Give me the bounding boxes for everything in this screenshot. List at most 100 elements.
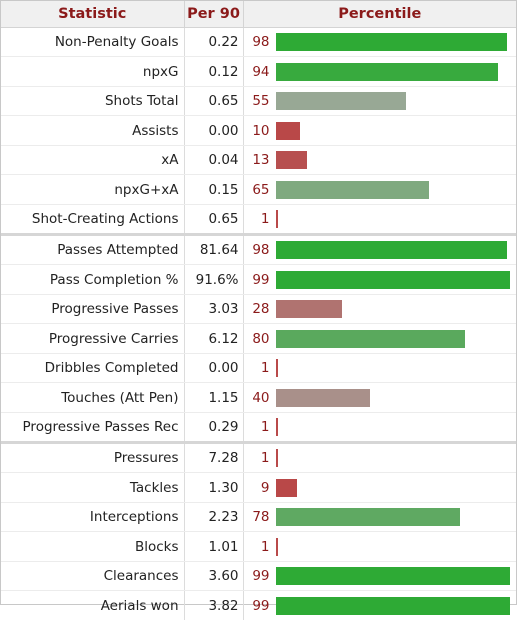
percentile-bar [276, 271, 510, 289]
percentile-value: 55 [244, 93, 270, 109]
per90-cell: 3.60 [184, 562, 243, 591]
percentile-cell: 40 [243, 383, 516, 413]
percentile-cell: 28 [243, 295, 516, 324]
percentile-bar [276, 33, 507, 51]
percentile-cell: 78 [243, 503, 516, 532]
percentile-cell: 1 [243, 444, 516, 473]
stat-name-cell: Pressures [1, 444, 184, 473]
header-row: Statistic Per 90 Percentile [1, 1, 516, 28]
percentile-cell: 13 [243, 146, 516, 175]
per90-cell: 0.65 [184, 205, 243, 234]
table-row: Pass Completion %91.6%99 [1, 265, 516, 295]
percentile-bar [276, 567, 510, 585]
percentile-cell: 99 [243, 265, 516, 295]
stat-name-cell: Clearances [1, 562, 184, 591]
percentile-value: 28 [244, 301, 270, 317]
per90-cell: 3.82 [184, 591, 243, 620]
percentile-bar [276, 597, 510, 615]
stat-name-cell: Progressive Passes Rec [1, 413, 184, 442]
percentile-value: 78 [244, 509, 270, 525]
percentile-value: 99 [244, 598, 270, 614]
stat-name-cell: Blocks [1, 532, 184, 562]
stat-name-cell: Shot-Creating Actions [1, 205, 184, 234]
percentile-cell: 9 [243, 473, 516, 503]
stat-name-cell: npxG+xA [1, 175, 184, 205]
percentile-value: 65 [244, 182, 270, 198]
percentile-bar [276, 389, 370, 407]
per90-cell: 2.23 [184, 503, 243, 532]
percentile-bar [276, 122, 300, 140]
stat-name-cell: Tackles [1, 473, 184, 503]
per90-cell: 0.12 [184, 57, 243, 87]
stat-name-cell: Dribbles Completed [1, 354, 184, 383]
stat-name-cell: Non-Penalty Goals [1, 28, 184, 57]
per90-cell: 1.01 [184, 532, 243, 562]
scouting-report-table: Statistic Per 90 Percentile Non-Penalty … [0, 0, 517, 605]
percentile-cell: 99 [243, 562, 516, 591]
percentile-value: 40 [244, 390, 270, 406]
percentile-cell: 80 [243, 324, 516, 354]
percentile-value: 1 [244, 360, 270, 376]
per90-cell: 0.22 [184, 28, 243, 57]
stat-name-cell: npxG [1, 57, 184, 87]
percentile-value: 9 [244, 480, 270, 496]
percentile-bar [276, 300, 342, 318]
percentile-bar [276, 330, 465, 348]
stat-name-cell: Progressive Carries [1, 324, 184, 354]
percentile-value: 13 [244, 152, 270, 168]
per90-cell: 0.65 [184, 87, 243, 116]
percentile-cell: 1 [243, 205, 516, 234]
percentile-value: 98 [244, 242, 270, 258]
stat-name-cell: Aerials won [1, 591, 184, 620]
percentile-bar [276, 63, 498, 81]
percentile-table: Statistic Per 90 Percentile Non-Penalty … [1, 1, 516, 620]
percentile-cell: 94 [243, 57, 516, 87]
percentile-cell: 65 [243, 175, 516, 205]
percentile-value: 1 [244, 539, 270, 555]
percentile-bar [276, 181, 429, 199]
percentile-value: 98 [244, 34, 270, 50]
per90-cell: 6.12 [184, 324, 243, 354]
per90-cell: 81.64 [184, 236, 243, 265]
percentile-value: 99 [244, 568, 270, 584]
percentile-bar [276, 538, 278, 556]
percentile-bar [276, 359, 278, 377]
percentile-cell: 99 [243, 591, 516, 620]
header-statistic[interactable]: Statistic [1, 1, 184, 28]
per90-cell: 7.28 [184, 444, 243, 473]
per90-cell: 0.00 [184, 354, 243, 383]
percentile-value: 80 [244, 331, 270, 347]
percentile-bar [276, 151, 307, 169]
percentile-cell: 55 [243, 87, 516, 116]
header-percentile[interactable]: Percentile [243, 1, 516, 28]
percentile-value: 10 [244, 123, 270, 139]
percentile-value: 1 [244, 450, 270, 466]
percentile-value: 99 [244, 272, 270, 288]
per90-cell: 1.30 [184, 473, 243, 503]
percentile-bar [276, 210, 278, 228]
per90-cell: 91.6% [184, 265, 243, 295]
percentile-bar [276, 508, 460, 526]
percentile-cell: 98 [243, 28, 516, 57]
stat-name-cell: xA [1, 146, 184, 175]
percentile-value: 94 [244, 64, 270, 80]
header-per90[interactable]: Per 90 [184, 1, 243, 28]
per90-cell: 1.15 [184, 383, 243, 413]
per90-cell: 0.29 [184, 413, 243, 442]
